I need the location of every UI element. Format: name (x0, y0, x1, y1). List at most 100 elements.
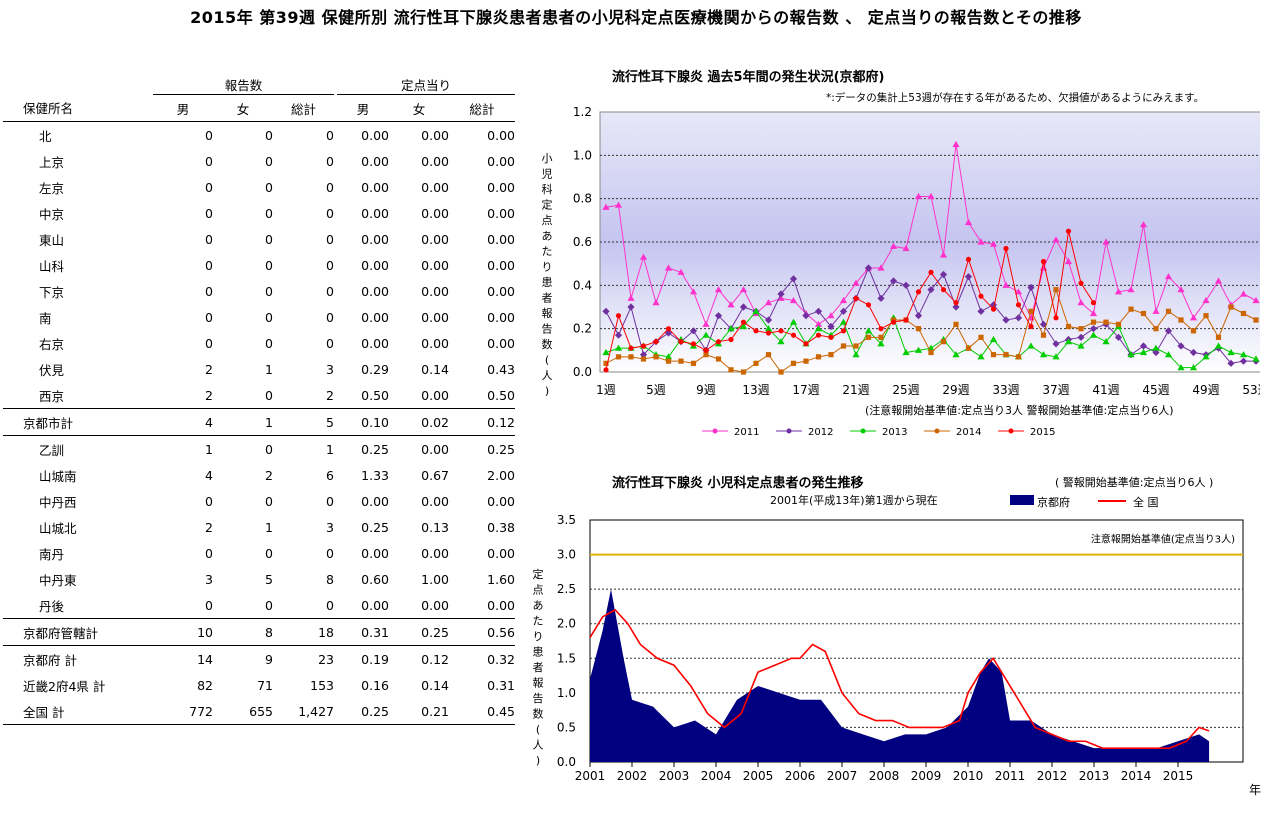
chart1-point-2011 (902, 244, 910, 252)
cell-total-rate: 0.56 (449, 618, 515, 646)
chart1-point-2015 (715, 339, 722, 345)
cell-female: 0 (265, 493, 273, 509)
chart1-point-2011 (1164, 273, 1173, 280)
cell-male: 4 (153, 408, 213, 436)
cell-total: 0 (326, 231, 334, 247)
chart2-x-tick: 2001 (575, 769, 606, 783)
cell-female: 0 (265, 205, 273, 221)
cell-male-rate: 0.00 (361, 231, 389, 247)
chart1-point-2011 (1127, 286, 1135, 293)
chart1-point-2013 (902, 348, 910, 356)
cell-female-rate: 0.21 (389, 698, 449, 725)
chart1-point-2013 (914, 346, 923, 353)
chart1-point-2011 (702, 320, 710, 327)
cell-female: 0 (265, 309, 273, 325)
chart2-y-label: た (533, 615, 544, 628)
cell-male: 0 (205, 545, 213, 561)
chart1-point-2011 (839, 296, 848, 304)
cell-female-rate: 0.00 (421, 127, 449, 143)
chart1-x-tick: 1週 (596, 383, 616, 397)
cell-male-rate: 0.25 (337, 698, 389, 725)
chart1-point-2011 (1114, 288, 1123, 295)
chart1-point-2013 (777, 338, 785, 345)
chart1-legend-marker (712, 428, 718, 434)
chart1-point-2011 (852, 279, 860, 286)
col-header-female: 女 (213, 94, 273, 122)
chart1-point-2011 (952, 140, 960, 148)
table-row: 伏見 2 1 3 0.29 0.14 0.43 (3, 356, 515, 382)
chart1-point-2011 (639, 253, 648, 260)
cell-total-rate: 0.00 (487, 545, 515, 561)
chart1-y-label: 者 (542, 292, 553, 305)
chart1-point-2013 (1202, 353, 1210, 360)
cell-total-rate: 0.31 (487, 677, 515, 693)
table-row: 京都市計 4 1 5 0.10 0.02 0.12 (3, 408, 515, 436)
cell-female: 1 (265, 361, 273, 377)
chart1-point-2013 (727, 325, 735, 332)
table-row: 乙訓 1 0 1 0.25 0.00 0.25 (3, 435, 515, 462)
col-header-total-rate: 総計 (449, 94, 515, 122)
chart1-point-2015 (628, 345, 634, 351)
table-row: 中京 0 0 0 0.00 0.00 0.00 (3, 200, 515, 226)
chart2-x-tick: 2007 (827, 769, 858, 783)
chart1-point-2012 (864, 264, 873, 272)
chart1-point-2014 (1165, 308, 1172, 314)
cell-male-rate: 0.25 (361, 519, 389, 535)
chart1-x-tick: 25週 (892, 383, 919, 397)
cell-male-rate: 0.00 (361, 127, 389, 143)
chart2-x-tick: 2006 (785, 769, 816, 783)
col-header-male-rate: 男 (337, 94, 389, 122)
chart1-point-2015 (1090, 300, 1097, 306)
chart2-threshold-label: 注意報開始基準値(定点当り3人) (1091, 533, 1235, 546)
chart2-series-area-kyoto (590, 589, 1210, 762)
cell-male-rate: 0.60 (361, 571, 389, 587)
chart1-point-2014 (965, 345, 972, 351)
table-row: 山城北 2 1 3 0.25 0.13 0.38 (3, 514, 515, 540)
chart2-y-label: あ (533, 599, 544, 612)
cell-male-rate: 0.00 (361, 335, 389, 351)
cell-male-rate: 0.00 (361, 545, 389, 561)
chart1-point-2015 (828, 334, 834, 340)
table-row: 下京 0 0 0 0.00 0.00 0.00 (3, 278, 515, 304)
row-office-name: 京都府 計 (3, 645, 153, 672)
cell-total-rate: 0.25 (449, 435, 515, 462)
chart2-y-tick: 0.0 (557, 755, 576, 769)
chart1-point-2014 (1240, 310, 1247, 317)
chart1-legend-marker (786, 428, 792, 434)
cell-total: 0 (326, 205, 334, 221)
chart1-y-label: 人 (542, 369, 553, 382)
cell-female-rate: 0.00 (421, 493, 449, 509)
chart1-y-label: あ (542, 230, 553, 243)
chart1-point-2015 (1053, 315, 1059, 321)
chart1-legend-label: 2015 (1030, 427, 1055, 438)
row-office-name: 京都府管轄計 (3, 618, 153, 646)
cell-total: 0 (326, 179, 334, 195)
cell-total-rate: 0.00 (487, 283, 515, 299)
cell-male-rate: 0.10 (337, 408, 389, 436)
chart1-point-2011 (1102, 238, 1110, 245)
chart2-y-label: 数 (533, 708, 544, 721)
chart1-point-2014 (1090, 319, 1097, 325)
cell-female-rate: 0.13 (421, 519, 449, 535)
chart1-point-2012 (777, 290, 785, 298)
chart1-point-2014 (1128, 306, 1134, 312)
chart2-series-line-national (589, 608, 1210, 749)
chart1-point-2015 (990, 306, 997, 312)
table-row: 北 0 0 0 0.00 0.00 0.00 (3, 122, 515, 149)
chart1-legend-marker (860, 428, 866, 434)
table-row: 近畿2府4県 計 82 71 153 0.16 0.14 0.31 (3, 672, 515, 698)
cell-female: 655 (213, 698, 273, 725)
chart1-note: *:データの集計上53週が存在する年があるため、欠損値があるようにみえます。 (826, 92, 1205, 104)
chart1-y-label: 点 (542, 214, 553, 227)
chart1-point-2013 (1039, 351, 1048, 358)
chart1-point-2015 (778, 328, 784, 334)
chart1-legend-label: 2014 (956, 427, 981, 438)
chart1-point-2014 (1115, 321, 1122, 327)
chart1-point-2015 (890, 319, 897, 325)
cell-total: 0 (326, 493, 334, 509)
chart1-point-2013 (839, 318, 848, 325)
chart1-point-2011 (1189, 314, 1198, 321)
cell-male: 1 (153, 435, 213, 462)
chart1-point-2014 (840, 343, 847, 349)
chart1-point-2015 (790, 332, 797, 338)
